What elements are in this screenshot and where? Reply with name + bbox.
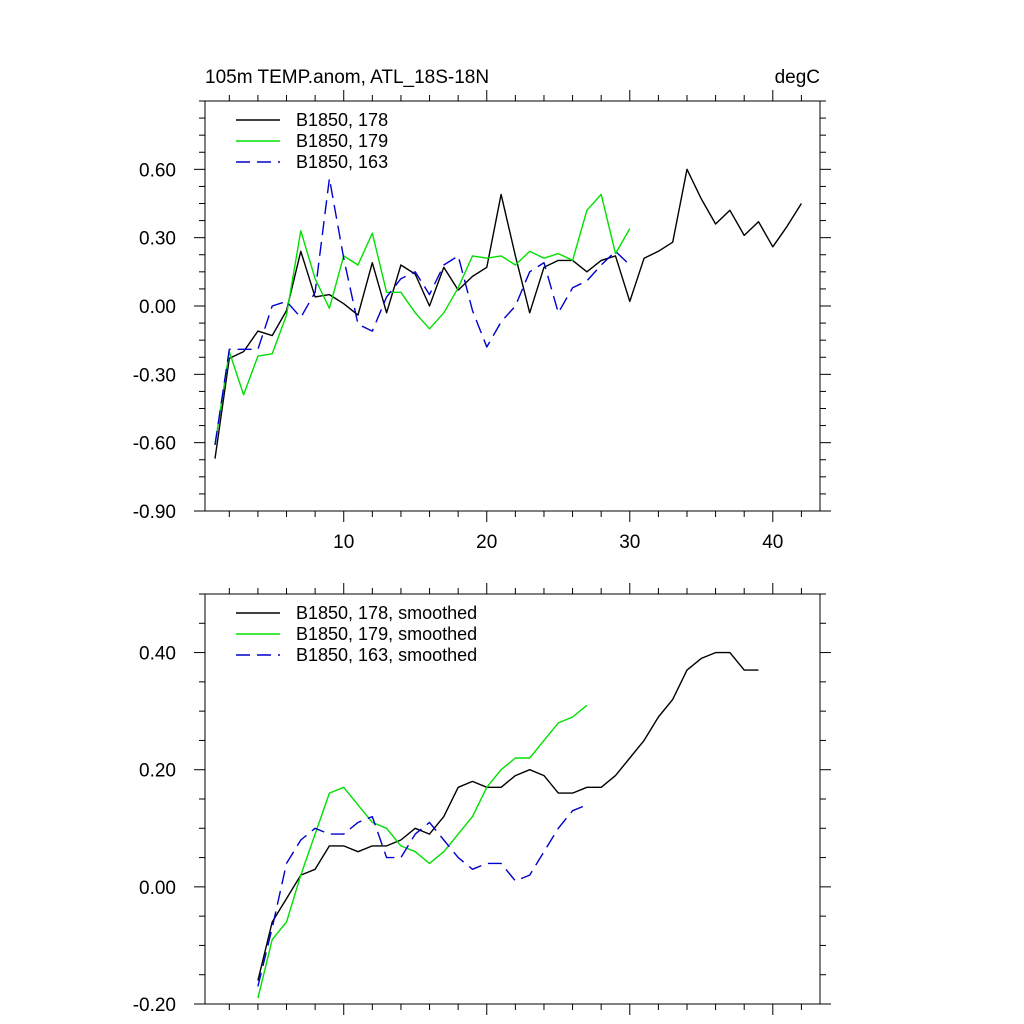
legend-label-b1850-163-smoothed: B1850, 163, smoothed — [296, 645, 477, 665]
legend-label-b1850-178: B1850, 178 — [296, 110, 388, 130]
legend-label-b1850-179-smoothed: B1850, 179, smoothed — [296, 624, 477, 644]
x-tick-label: 10 — [333, 532, 354, 553]
y-tick-label: 0.60 — [139, 160, 176, 181]
legend-label-b1850-179: B1850, 179 — [296, 131, 388, 151]
x-tick-label: 20 — [476, 532, 497, 553]
series-line-b1850-163-smoothed — [257, 804, 588, 987]
y-tick-label: 0.40 — [139, 644, 176, 665]
chart-units: degC — [775, 67, 820, 88]
series-line-b1850-178 — [214, 168, 802, 459]
y-tick-label: -0.30 — [133, 365, 176, 386]
y-tick-label: 0.30 — [139, 229, 176, 250]
y-tick-label: -0.90 — [133, 502, 176, 523]
series-line-b1850-163 — [214, 177, 631, 446]
legend-label-b1850-163: B1850, 163 — [296, 152, 388, 172]
y-tick-label: 0.00 — [139, 297, 176, 318]
series-line-b1850-179 — [214, 193, 631, 446]
x-tick-label: 30 — [619, 532, 640, 553]
x-tick-label: 40 — [762, 532, 783, 553]
y-tick-label: -0.60 — [133, 434, 176, 455]
series-line-b1850-179-smoothed — [257, 704, 588, 999]
y-tick-label: -0.20 — [133, 995, 176, 1016]
y-tick-label: 0.00 — [139, 878, 176, 899]
y-tick-label: 0.20 — [139, 761, 176, 782]
chart-title: 105m TEMP.anom, ATL_18S-18N — [205, 67, 489, 88]
legend-label-b1850-178-smoothed: B1850, 178, smoothed — [296, 603, 477, 623]
series-line-b1850-178-smoothed — [257, 651, 759, 981]
chart-panel-1: 10 20 30 40 -0.90 -0.60 -0.30 0.00 0.30 0.60 105m … — [133, 67, 831, 553]
